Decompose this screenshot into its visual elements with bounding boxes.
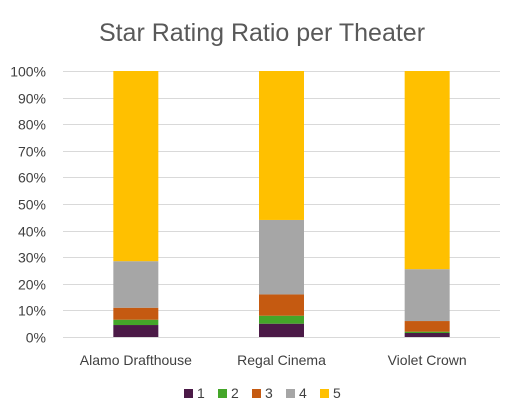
x-category-label: Violet Crown bbox=[388, 352, 467, 368]
legend-label: 2 bbox=[231, 385, 239, 401]
legend-swatch bbox=[184, 389, 193, 398]
bar-segment-1-star-1 bbox=[259, 323, 304, 337]
legend-swatch bbox=[218, 389, 227, 398]
legend-swatch bbox=[320, 389, 329, 398]
x-category-label: Regal Cinema bbox=[237, 352, 326, 368]
bar-segment-5-star-1 bbox=[259, 71, 304, 220]
x-axis-category-labels: Alamo Drafthouse Regal Cinema Violet Crown bbox=[80, 352, 467, 368]
legend-label: 4 bbox=[299, 385, 307, 401]
y-tick-label: 80% bbox=[18, 117, 46, 133]
bars bbox=[113, 71, 450, 337]
legend-swatch bbox=[286, 389, 295, 398]
bar-segment-2-star-2 bbox=[404, 331, 450, 334]
y-tick-label: 40% bbox=[18, 224, 46, 240]
y-tick-label: 90% bbox=[18, 91, 46, 107]
legend-swatch bbox=[252, 389, 261, 398]
bar-segment-4-star-1 bbox=[259, 219, 304, 295]
bar-segment-2-star-0 bbox=[113, 319, 159, 326]
bar-segment-5-star-0 bbox=[113, 71, 159, 262]
legend-label: 1 bbox=[197, 385, 205, 401]
bar-segment-2-star-1 bbox=[259, 315, 304, 324]
bar-segment-1-star-2 bbox=[404, 333, 450, 337]
legend-label: 5 bbox=[333, 385, 341, 401]
bar-segment-3-star-0 bbox=[113, 307, 159, 320]
y-tick-label: 70% bbox=[18, 144, 46, 160]
y-axis-tick-labels: 0% 10% 20% 30% 40% 50% 60% 70% 80% 90% 100% bbox=[10, 64, 46, 346]
y-tick-label: 10% bbox=[18, 303, 46, 319]
bar-segment-3-star-2 bbox=[404, 321, 450, 332]
bar-segment-4-star-2 bbox=[404, 269, 450, 322]
chart-title: Star Rating Ratio per Theater bbox=[99, 19, 425, 47]
y-tick-label: 30% bbox=[18, 250, 46, 266]
y-tick-label: 50% bbox=[18, 197, 46, 213]
bar-segment-5-star-2 bbox=[404, 71, 450, 270]
y-tick-label: 100% bbox=[10, 64, 46, 80]
bar-segment-1-star-0 bbox=[113, 325, 159, 337]
x-category-label: Alamo Drafthouse bbox=[80, 352, 192, 368]
bar-segment-3-star-1 bbox=[259, 294, 304, 316]
y-tick-label: 0% bbox=[26, 330, 46, 346]
bar-segment-4-star-0 bbox=[113, 261, 159, 308]
y-tick-label: 60% bbox=[18, 170, 46, 186]
y-tick-label: 20% bbox=[18, 277, 46, 293]
legend: 1 2 3 4 5 bbox=[184, 385, 341, 401]
legend-label: 3 bbox=[265, 385, 273, 401]
